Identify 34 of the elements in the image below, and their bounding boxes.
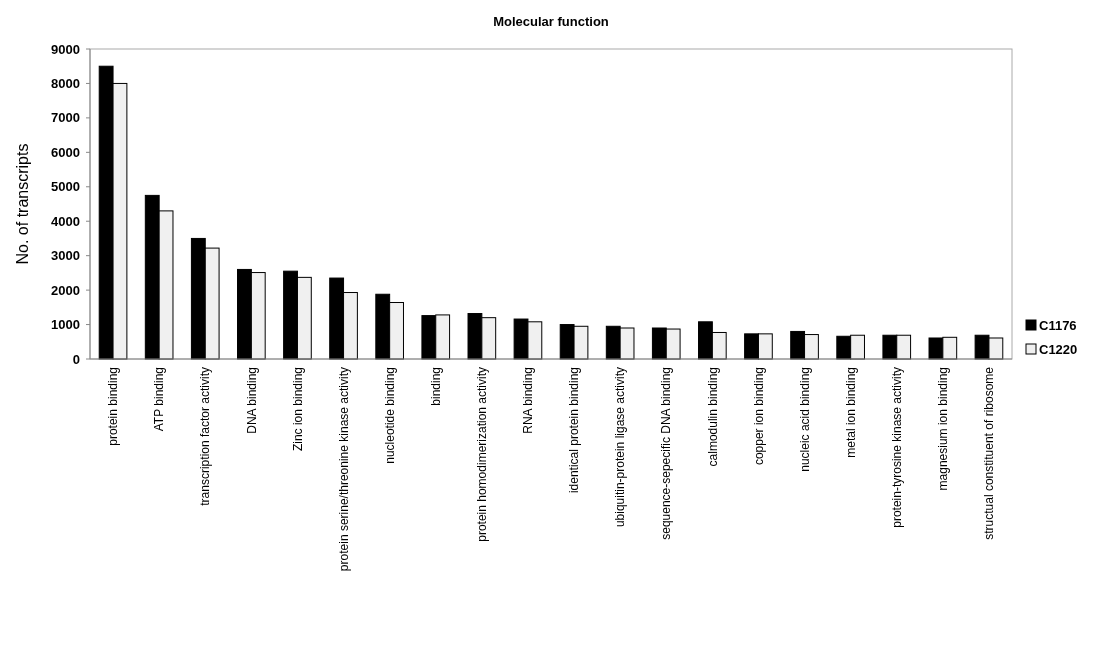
y-tick-label: 8000 [51, 75, 80, 91]
x-tick-label: identical protein binding [567, 367, 582, 494]
y-tick-label: 7000 [51, 110, 80, 126]
x-tick-label: binding [428, 367, 443, 406]
y-tick-label: 1000 [51, 317, 80, 333]
y-tick-label: 5000 [51, 179, 80, 195]
y-tick-label: 3000 [51, 248, 80, 264]
x-tick-label: nucleic acid binding [797, 367, 812, 472]
x-tick-label: nucleotide binding [382, 367, 397, 464]
legend-label: C1220 [1039, 341, 1078, 357]
x-tick-label: DNA binding [244, 367, 259, 434]
y-tick-label: 0 [72, 351, 80, 367]
y-tick-label: 4000 [51, 213, 80, 229]
x-tick-label: protein-tyrosine kinase activity [889, 367, 904, 528]
chart-title: Molecular function [493, 14, 609, 29]
x-tick-label: ubiquitin-protein ligase activity [613, 367, 628, 528]
y-axis-title: No. of transcripts [14, 143, 31, 265]
y-tick-label: 6000 [51, 144, 80, 160]
x-tick-label: transcription factor activity [198, 367, 213, 506]
x-tick-label: protein serine/threonine kinase activity [336, 367, 351, 572]
x-tick-label: protein homodimerization activity [475, 367, 490, 542]
y-tick-label: 9000 [51, 41, 80, 57]
legend-label: C1176 [1039, 317, 1077, 333]
x-tick-label: sequence-sepecific DNA binding [659, 367, 674, 540]
x-tick-label: Zinc ion binding [290, 367, 305, 452]
x-tick-label: copper ion binding [751, 367, 766, 466]
x-tick-label: protein binding [106, 367, 121, 446]
x-tick-label: RNA binding [521, 367, 536, 434]
x-tick-label: calmodulin binding [705, 367, 720, 467]
x-tick-label: magnesium ion binding [936, 367, 951, 491]
x-tick-label: ATP binding [152, 367, 167, 432]
y-tick-label: 2000 [51, 282, 80, 298]
x-tick-label: metal ion binding [843, 367, 858, 458]
x-tick-label: structual constituent of ribosome [982, 366, 997, 540]
